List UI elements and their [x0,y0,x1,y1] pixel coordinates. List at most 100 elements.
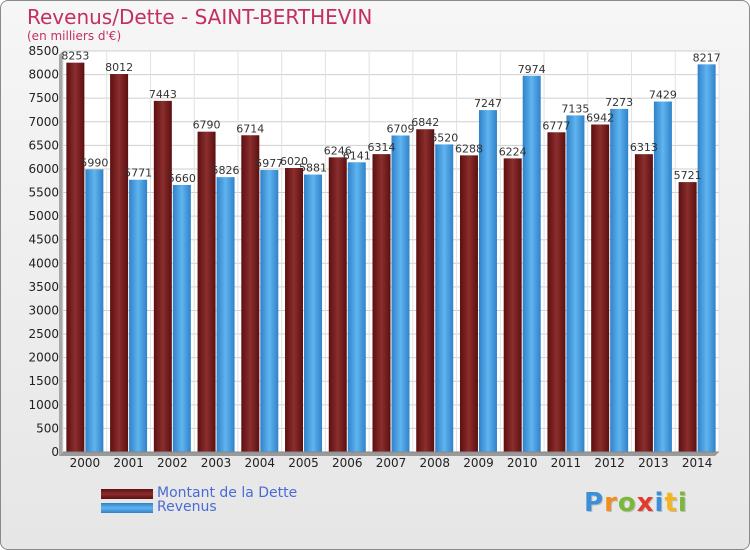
bar-revenus [85,169,104,452]
bar-revenus [522,75,541,453]
data-label-revenus: 7273 [605,96,633,109]
data-label-dette: 6314 [368,141,396,154]
y-tick-label: 1000 [28,398,59,412]
data-label-revenus: 5660 [168,172,196,185]
y-tick-label: 5000 [28,209,59,223]
y-tick-label: 6000 [28,162,59,176]
bar-dette [503,158,522,452]
data-label-dette: 6790 [193,119,221,132]
y-tick-label: 4000 [28,256,59,270]
data-label-dette: 8012 [105,61,133,74]
data-label-dette: 7443 [149,88,177,101]
proxiti-logo: Proxiti [584,488,688,518]
data-label-revenus: 7135 [561,102,589,115]
y-tick-label: 0 [51,445,59,459]
bar-dette [634,154,653,453]
x-tick-label: 2010 [507,456,538,470]
data-label-revenus: 6520 [430,131,458,144]
bar-revenus [216,177,235,452]
logo-letter: i [677,488,688,518]
y-tick-label: 2500 [28,327,59,341]
bar-revenus [172,184,191,452]
bar-dette [285,167,304,452]
data-label-dette: 6714 [236,122,264,135]
x-tick-label: 2008 [419,456,450,470]
data-label-revenus: 5977 [255,157,283,170]
data-label-dette: 8253 [61,50,89,63]
y-tick-label: 4500 [28,233,59,247]
x-tick-label: 2002 [157,456,188,470]
bar-revenus [347,162,366,452]
y-tick-label: 7000 [28,115,59,129]
y-tick-label: 3000 [28,303,59,317]
y-tick-label: 7500 [28,91,59,105]
data-label-revenus: 7247 [474,97,502,110]
data-label-dette: 5721 [674,169,702,182]
bar-dette [197,131,216,453]
data-label-dette: 6288 [455,142,483,155]
x-tick-label: 2000 [70,456,101,470]
bar-dette [591,124,610,452]
logo-letter: x [636,488,655,518]
bar-dette [328,157,347,453]
legend-swatch-debt [101,489,153,499]
logo-letter: t [664,488,678,518]
bar-revenus [610,108,629,452]
y-tick-label: 3500 [28,280,59,294]
bar-dette [153,100,172,452]
chart-subtitle: (en milliers d'€) [27,29,122,43]
bar-dette [678,182,697,453]
x-tick-label: 2007 [376,456,407,470]
y-tick-label: 1500 [28,374,59,388]
legend-label-debt: Montant de la Dette [157,485,298,501]
bar-revenus [653,101,672,452]
data-label-revenus: 5771 [124,167,152,180]
x-tick-label: 2004 [245,456,276,470]
logo-letter: o [617,488,637,518]
x-tick-label: 2013 [638,456,669,470]
x-tick-label: 2001 [113,456,144,470]
y-tick-label: 500 [36,421,59,435]
logo-letter: i [654,488,665,518]
bar-revenus [260,170,279,452]
data-label-dette: 6842 [411,116,439,129]
data-label-dette: 6313 [630,141,658,154]
plot-side-wall [59,51,63,456]
y-tick-label: 5500 [28,186,59,200]
bar-revenus [391,135,410,453]
bar-dette [459,155,478,452]
y-tick-label: 8500 [28,44,59,58]
x-tick-label: 2009 [463,456,494,470]
x-tick-label: 2011 [551,456,582,470]
data-label-dette: 6246 [324,144,352,157]
data-label-revenus: 7429 [649,89,677,102]
y-tick-label: 8000 [28,68,59,82]
bar-dette [372,154,391,453]
bar-revenus [478,110,497,452]
data-label-dette: 6942 [586,112,614,125]
plot-area [63,51,719,452]
bar-dette [416,129,435,453]
bar-revenus [435,144,454,452]
y-tick-label: 6500 [28,138,59,152]
data-label-revenus: 6709 [387,122,415,135]
bar-dette [241,135,260,452]
bar-revenus [566,115,585,453]
bar-revenus [129,179,148,453]
plot-floor [59,452,719,456]
x-tick-label: 2014 [682,456,713,470]
x-tick-label: 2003 [201,456,232,470]
bar-dette [66,62,85,452]
data-label-dette: 6224 [499,145,527,158]
data-label-revenus: 6141 [343,149,371,162]
data-label-revenus: 5826 [212,164,240,177]
logo-letter: P [584,488,605,518]
data-label-revenus: 7974 [518,63,546,76]
legend-label-revenus: Revenus [157,499,217,515]
data-label-dette: 6020 [280,155,308,168]
x-tick-label: 2005 [288,456,319,470]
y-tick-label: 2000 [28,351,59,365]
data-label-revenus: 5990 [80,156,108,169]
